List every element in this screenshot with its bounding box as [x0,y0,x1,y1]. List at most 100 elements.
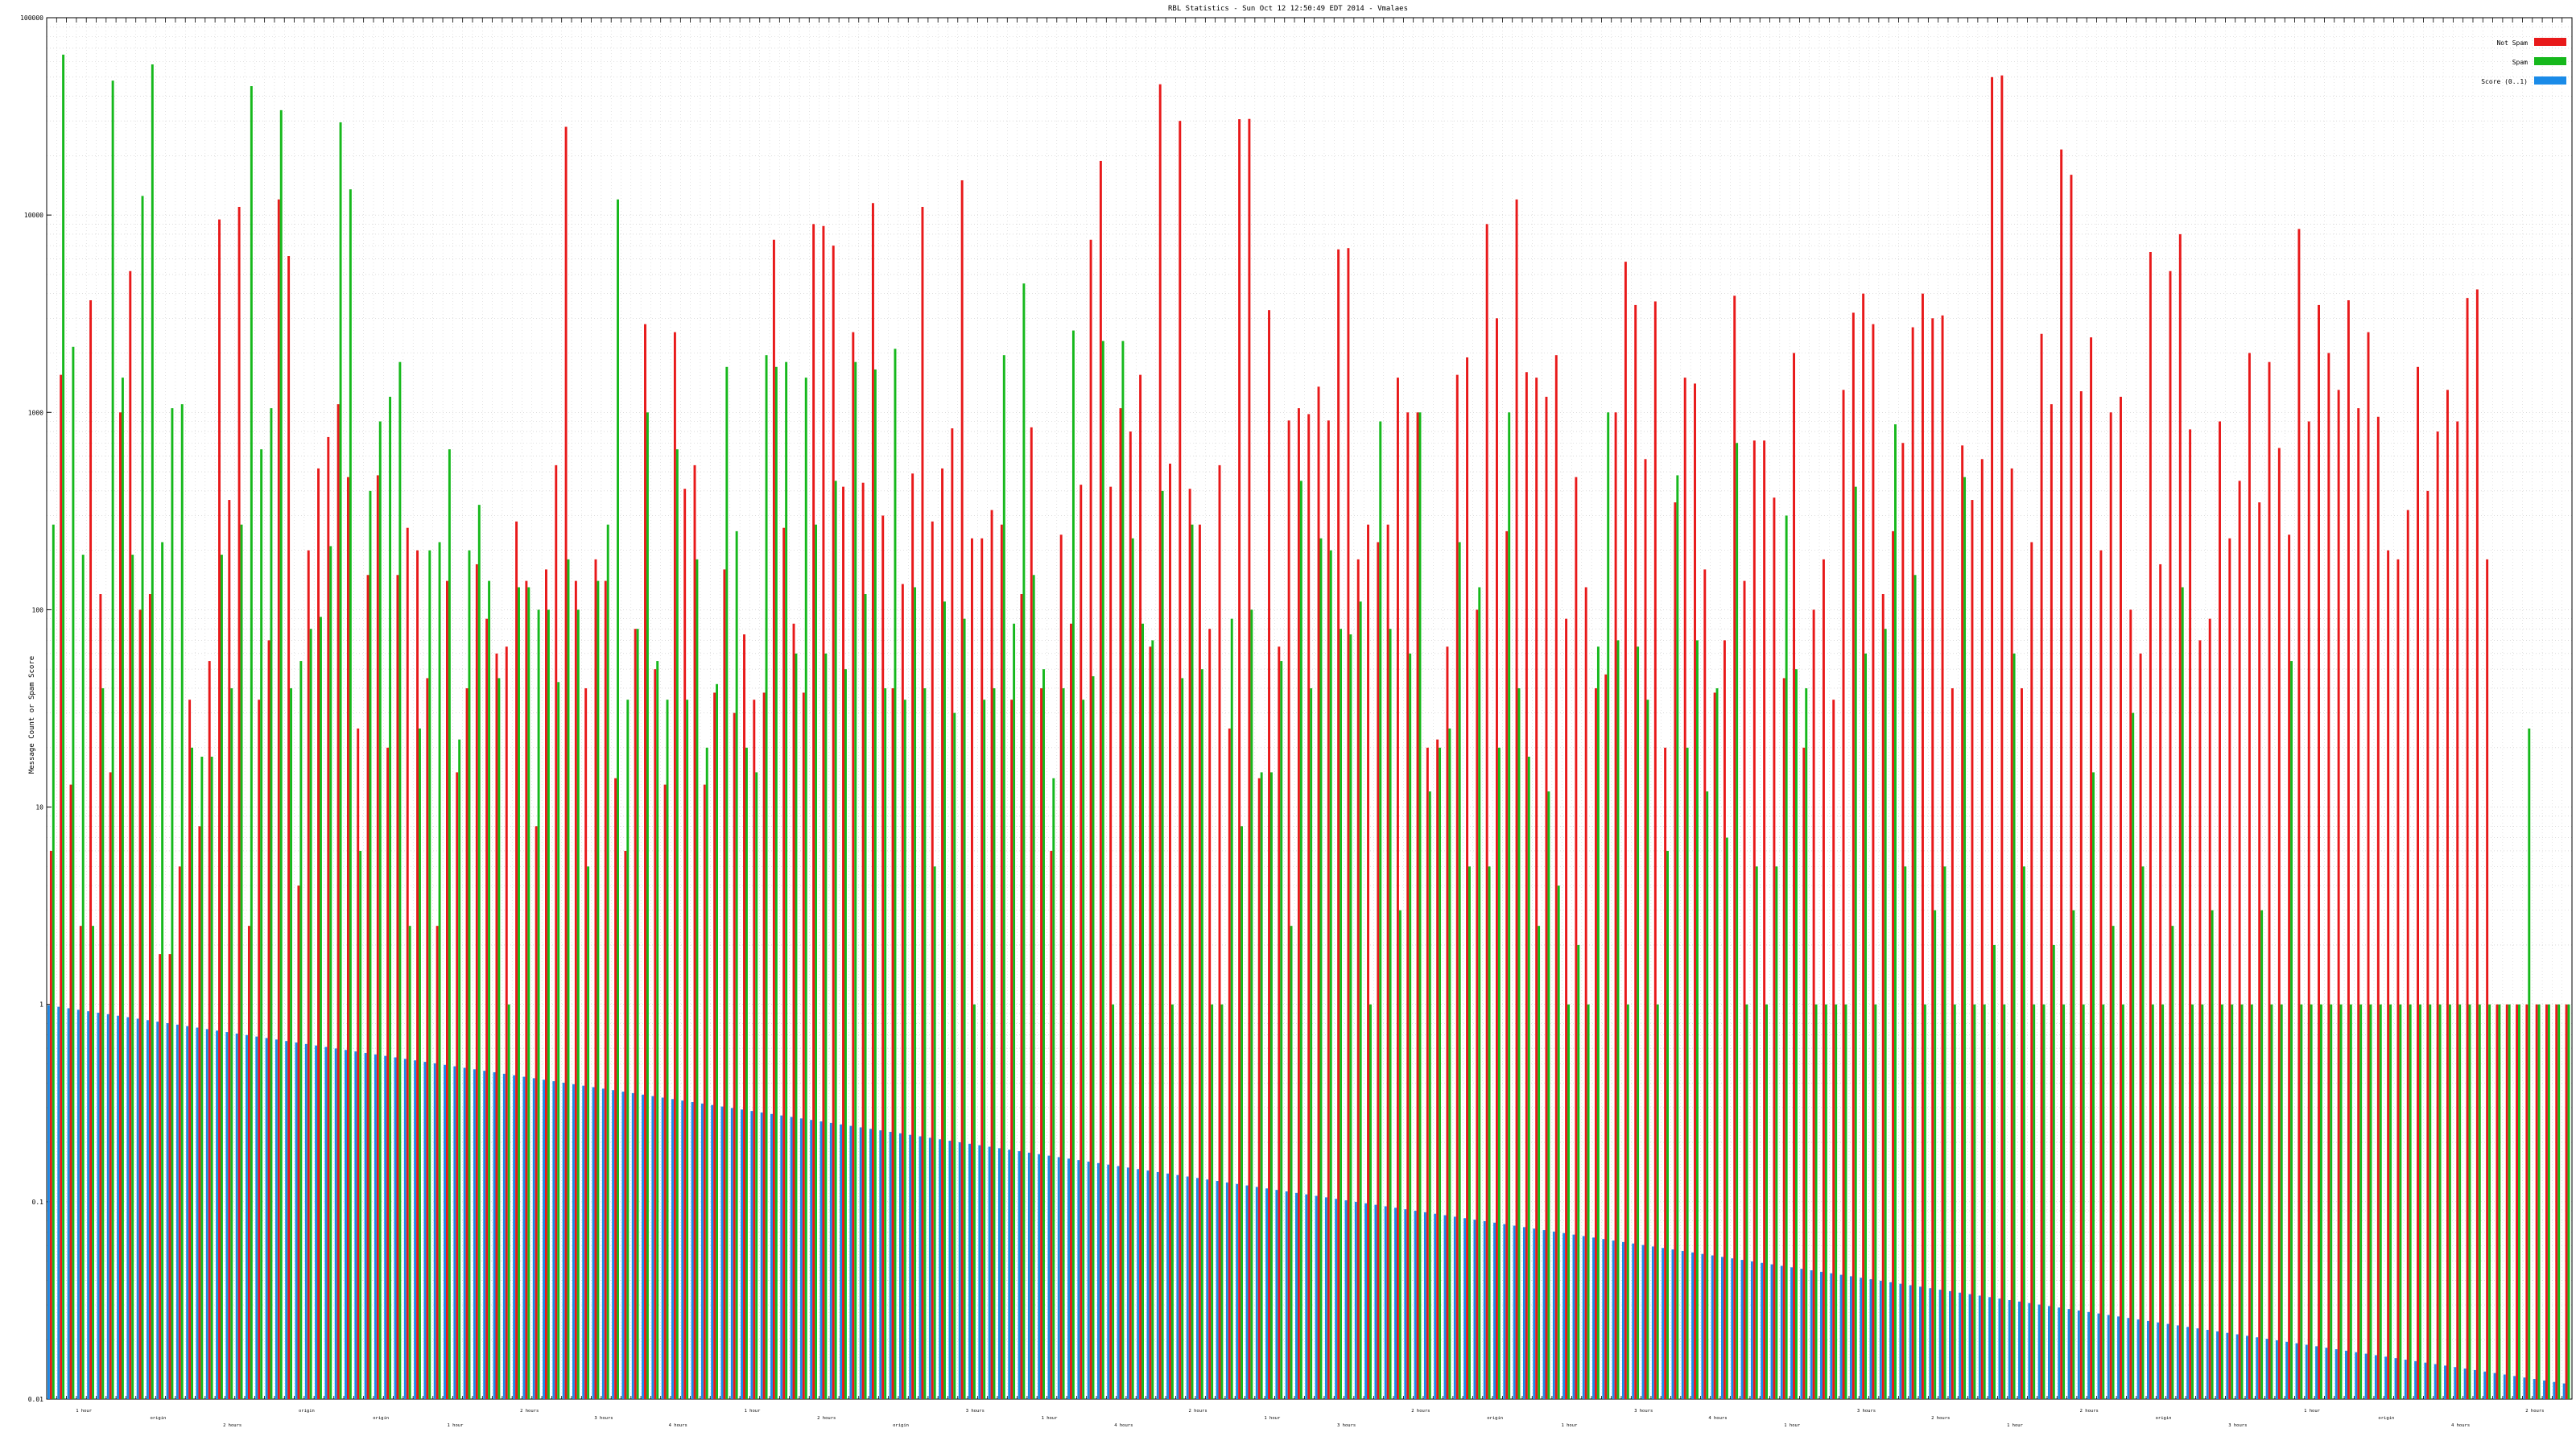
spam-bar [1567,1004,1570,1399]
x-tick-label: origin [893,1423,909,1428]
not-spam-bar [1872,324,1875,1400]
not-spam-bar [1337,249,1340,1399]
not-spam-bar [743,634,745,1399]
score-bar [1483,1220,1486,1399]
spam-bar [1993,944,1996,1399]
spam-bar [2448,1004,2451,1399]
score-bar [2077,1310,2080,1399]
score-bar [1156,1171,1159,1399]
not-spam-bar [1723,640,1726,1399]
score-bar [1463,1218,1467,1399]
spam-bar [2557,1004,2561,1399]
spam-bar [2181,587,2184,1399]
spam-bar [2092,772,2095,1399]
score-bar [304,1043,308,1399]
score-bar [1533,1228,1536,1399]
spam-bar [488,580,491,1399]
not-spam-bar [1713,692,1716,1399]
not-spam-bar [644,324,646,1400]
score-bar [2107,1315,2110,1399]
score-bar [2047,1306,2050,1399]
not-spam-bar [1208,629,1212,1399]
score-bar [1978,1295,1981,1399]
score-bar [2424,1362,2427,1399]
score-bar [87,1011,90,1399]
not-spam-bar [2545,1004,2548,1399]
spam-bar [131,555,134,1399]
spam-bar [1101,341,1104,1399]
score-bar [2058,1307,2061,1399]
spam-bar [2042,1004,2046,1399]
not-spam-bar [1694,383,1696,1399]
spam-bar [1052,778,1055,1399]
not-spam-bar [148,594,151,1399]
score-bar [582,1085,585,1399]
score-bar [601,1088,605,1399]
not-spam-bar [693,464,696,1399]
not-spam-bar [624,850,627,1399]
spam-bar [2389,1004,2392,1399]
spam-bar [873,369,877,1399]
score-bar [2235,1334,2239,1399]
not-spam-bar [822,225,825,1399]
score-bar [2533,1379,2536,1399]
not-spam-bar [2248,353,2251,1399]
not-spam-bar [2219,421,2221,1399]
x-tick-label: 3 hours [1634,1409,1653,1414]
not-spam-bar [2337,390,2340,1400]
score-bar [364,1052,367,1399]
y-tick-label: 0.1 [32,1199,44,1206]
not-spam-bar [1287,420,1290,1399]
score-bar [2067,1309,2070,1399]
spam-bar [1269,772,1273,1399]
not-spam-bar [772,239,775,1399]
score-bar [394,1057,397,1399]
score-bar [1830,1273,1833,1399]
spam-bar [2151,1004,2154,1399]
spam-bar [2339,1004,2343,1399]
not-spam-bar [1020,594,1023,1399]
spam-bar [1260,772,1263,1399]
spam-bar [1587,1004,1590,1399]
spam-bar [270,408,273,1399]
not-spam-bar [901,584,904,1399]
not-spam-bar [931,521,934,1399]
spam-bar [636,629,639,1399]
not-spam-bar [1921,293,1924,1399]
spam-bar [2528,729,2531,1399]
not-spam-bar [2406,510,2409,1399]
not-spam-bar [1367,524,1370,1399]
spam-bar [2082,1004,2085,1399]
score-bar [117,1015,120,1399]
score-bar [2543,1380,2546,1399]
spam-bar [1131,538,1134,1399]
not-spam-bar [2376,416,2380,1400]
not-spam-bar [2417,366,2420,1399]
not-spam-bar [792,623,795,1399]
score-bar [47,1005,50,1399]
not-spam-bar [1129,431,1132,1400]
score-bar [1938,1290,1942,1399]
spam-bar [1983,1004,1986,1399]
not-spam-bar [2079,391,2083,1400]
score-bar [2186,1327,2190,1399]
not-spam-bar [1674,502,1677,1399]
score-bar [2334,1349,2338,1399]
spam-bar [864,594,867,1399]
not-spam-bar [2149,252,2152,1399]
spam-bar [1686,747,1689,1399]
score-bar [2018,1301,2021,1399]
score-bar [1344,1200,1348,1399]
not-spam-bar [1406,412,1410,1400]
spam-bar [774,366,778,1399]
spam-bar [220,555,223,1399]
score-bar [1216,1181,1219,1399]
score-bar [2364,1353,2368,1399]
spam-bar [2458,1004,2462,1399]
spam-bar [547,609,550,1399]
spam-bar [606,524,609,1399]
spam-bar [171,408,174,1399]
not-spam-bar [228,500,231,1400]
spam-bar [1963,477,1967,1399]
score-bar [819,1121,823,1399]
